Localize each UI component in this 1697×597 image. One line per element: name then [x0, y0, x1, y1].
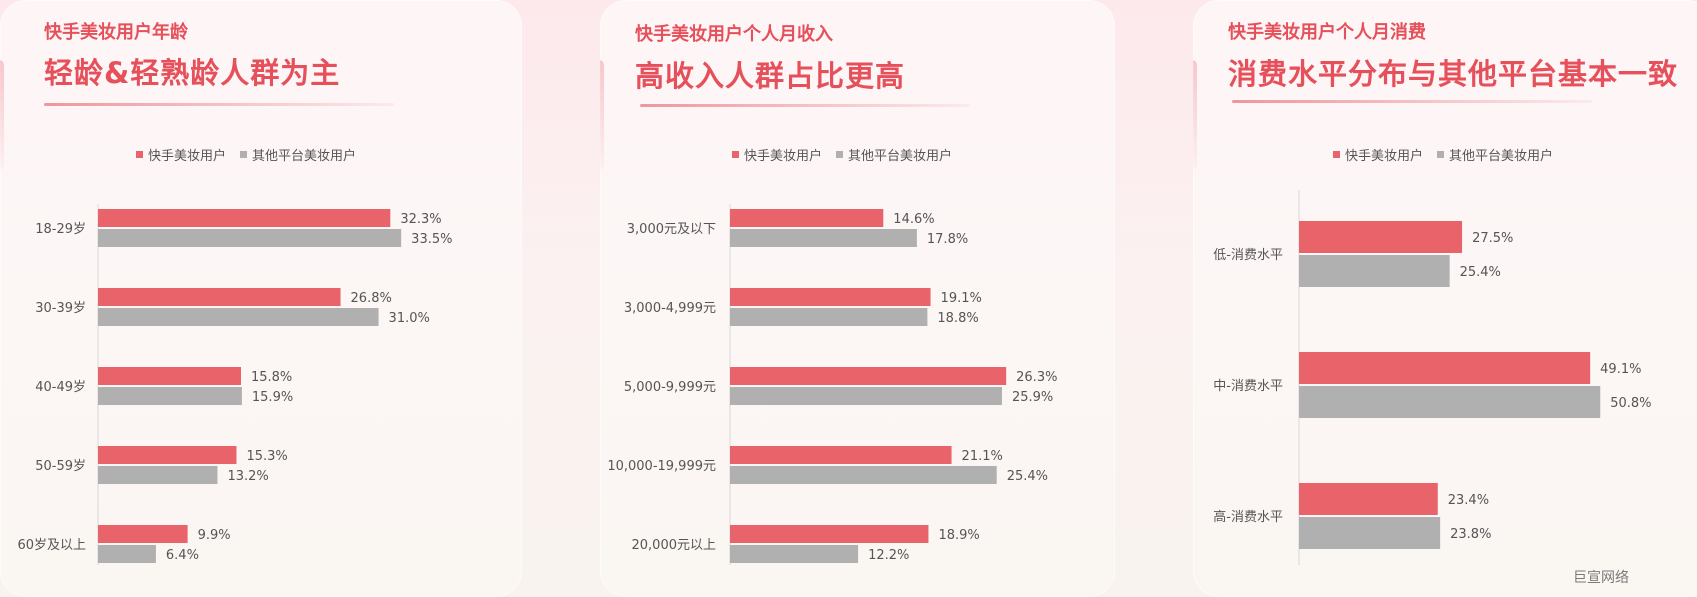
- value-label-kuaishou: 23.4%: [1448, 493, 1489, 508]
- value-label-other: 25.4%: [1460, 265, 1501, 280]
- spending-panel-legend: 快手美妆用户 其他平台美妆用户: [1333, 145, 1567, 164]
- income-panel-headline: 高收入人群占比更高: [635, 59, 906, 93]
- income-panel-underline: [640, 104, 970, 107]
- category-label: 10,000-19,999元: [607, 459, 716, 474]
- legend-swatch-kuaishou: [136, 151, 143, 158]
- category-label: 5,000-9,999元: [624, 380, 716, 395]
- bar-kuaishou: [730, 367, 1007, 385]
- spending-panel-headline: 消费水平分布与其他平台基本一致: [1228, 57, 1679, 91]
- legend-label-other: 其他平台美妆用户: [848, 149, 953, 164]
- legend-item-other: 其他平台美妆用户: [240, 145, 356, 164]
- value-label-other: 18.8%: [937, 311, 978, 326]
- bar-kuaishou: [730, 525, 929, 543]
- legend-swatch-kuaishou: [1333, 151, 1340, 158]
- value-label-kuaishou: 18.9%: [938, 528, 979, 543]
- bar-kuaishou: [730, 209, 884, 227]
- income-panel-subtitle: 快手美妆用户个人月收入: [635, 24, 833, 45]
- bar-other: [730, 545, 859, 563]
- value-label-kuaishou: 14.6%: [893, 212, 934, 227]
- bar-kuaishou: [730, 288, 931, 306]
- bar-other: [730, 466, 997, 484]
- legend-label-kuaishou: 快手美妆用户: [148, 149, 227, 164]
- value-label-other: 23.8%: [1450, 527, 1491, 542]
- spending-panel-subtitle: 快手美妆用户个人月消费: [1228, 22, 1426, 43]
- bar-kuaishou: [1299, 352, 1591, 384]
- bar-other: [730, 308, 928, 326]
- value-label-kuaishou: 26.3%: [1016, 370, 1057, 385]
- bar-other: [98, 387, 242, 405]
- bar-other: [98, 229, 402, 247]
- bar-kuaishou: [98, 525, 188, 543]
- value-label-kuaishou: 32.3%: [400, 212, 441, 227]
- bar-other: [1299, 517, 1441, 549]
- age-panel-underline: [44, 103, 394, 106]
- legend-swatch-other: [1437, 151, 1445, 158]
- category-label: 50-59岁: [35, 459, 86, 474]
- bar-other: [730, 229, 917, 247]
- legend-label-kuaishou: 快手美妆用户: [744, 149, 823, 164]
- value-label-other: 33.5%: [411, 232, 452, 247]
- bar-kuaishou: [98, 209, 391, 227]
- bar-other: [98, 308, 379, 326]
- bar-kuaishou: [98, 446, 237, 464]
- legend-item-other: 其他平台美妆用户: [1437, 145, 1553, 164]
- legend-label-other: 其他平台美妆用户: [1449, 149, 1554, 164]
- bar-other: [98, 466, 218, 484]
- category-label: 3,000-4,999元: [624, 301, 716, 316]
- spending-panel-underline: [1232, 100, 1592, 103]
- legend-item-kuaishou: 快手美妆用户: [732, 145, 822, 164]
- income-panel-legend: 快手美妆用户 其他平台美妆用户: [732, 145, 966, 164]
- legend-label-kuaishou: 快手美妆用户: [1345, 149, 1424, 164]
- value-label-other: 15.9%: [252, 390, 293, 405]
- age-panel-subtitle: 快手美妆用户年龄: [44, 22, 188, 43]
- watermark-text: 巨宣网络: [1573, 570, 1629, 586]
- value-label-kuaishou: 49.1%: [1600, 362, 1641, 377]
- bar-other: [730, 387, 1002, 405]
- value-label-kuaishou: 19.1%: [941, 291, 982, 306]
- value-label-other: 13.2%: [227, 469, 268, 484]
- bar-kuaishou: [1299, 483, 1438, 515]
- legend-item-kuaishou: 快手美妆用户: [1333, 145, 1423, 164]
- value-label-kuaishou: 9.9%: [198, 528, 231, 543]
- bar-kuaishou: [98, 367, 241, 385]
- value-label-other: 17.8%: [927, 232, 968, 247]
- category-label: 20,000元以上: [632, 538, 717, 553]
- value-label-kuaishou: 26.8%: [351, 291, 392, 306]
- spending-panel: [1193, 0, 1697, 597]
- legend-item-other: 其他平台美妆用户: [836, 145, 952, 164]
- value-label-kuaishou: 15.8%: [251, 370, 292, 385]
- value-label-kuaishou: 15.3%: [246, 449, 287, 464]
- category-label: 高-消费水平: [1213, 509, 1283, 525]
- category-label: 40-49岁: [35, 380, 86, 395]
- value-label-other: 25.4%: [1007, 469, 1048, 484]
- value-label-other: 50.8%: [1610, 396, 1651, 411]
- bar-kuaishou: [98, 288, 341, 306]
- age-panel-headline: 轻龄&轻熟龄人群为主: [44, 56, 341, 90]
- legend-swatch-other: [240, 151, 248, 158]
- bar-other: [1299, 386, 1601, 418]
- value-label-kuaishou: 21.1%: [962, 449, 1003, 464]
- value-label-other: 6.4%: [166, 548, 199, 563]
- category-label: 60岁及以上: [17, 538, 86, 553]
- value-label-other: 31.0%: [389, 311, 430, 326]
- category-label: 18-29岁: [35, 222, 86, 237]
- legend-label-other: 其他平台美妆用户: [252, 149, 357, 164]
- category-label: 低-消费水平: [1213, 248, 1283, 263]
- bar-other: [98, 545, 156, 563]
- bar-other: [1299, 255, 1450, 287]
- legend-item-kuaishou: 快手美妆用户: [136, 145, 226, 164]
- legend-swatch-other: [836, 151, 844, 158]
- bar-kuaishou: [1299, 221, 1463, 253]
- value-label-other: 25.9%: [1012, 390, 1053, 405]
- age-panel-legend: 快手美妆用户 其他平台美妆用户: [136, 145, 370, 164]
- bar-kuaishou: [730, 446, 952, 464]
- category-label: 3,000元及以下: [627, 222, 716, 237]
- value-label-other: 12.2%: [868, 548, 909, 563]
- value-label-kuaishou: 27.5%: [1472, 231, 1513, 246]
- category-label: 中-消费水平: [1213, 379, 1283, 394]
- category-label: 30-39岁: [35, 301, 86, 316]
- legend-swatch-kuaishou: [732, 151, 739, 158]
